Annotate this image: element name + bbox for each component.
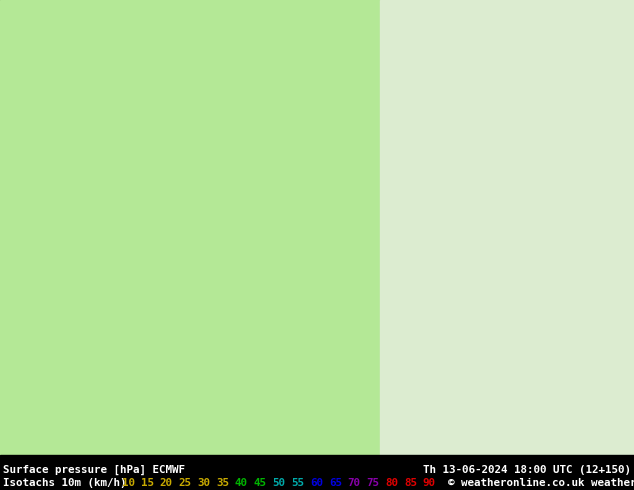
Text: Surface pressure [hPa] ECMWF: Surface pressure [hPa] ECMWF xyxy=(3,465,185,475)
Text: Isotachs 10m (km/h): Isotachs 10m (km/h) xyxy=(3,478,127,488)
Text: 80: 80 xyxy=(385,478,398,488)
Bar xyxy=(380,0,634,455)
Text: 30: 30 xyxy=(197,478,210,488)
Text: 50: 50 xyxy=(273,478,285,488)
Text: 65: 65 xyxy=(329,478,342,488)
Text: 85: 85 xyxy=(404,478,417,488)
Text: 45: 45 xyxy=(254,478,267,488)
Text: 60: 60 xyxy=(310,478,323,488)
Text: 55: 55 xyxy=(291,478,304,488)
Text: Th 13-06-2024 18:00 UTC (12+150): Th 13-06-2024 18:00 UTC (12+150) xyxy=(423,465,631,475)
Bar xyxy=(0,455,634,490)
Text: 35: 35 xyxy=(216,478,229,488)
Text: 75: 75 xyxy=(366,478,379,488)
Text: 10: 10 xyxy=(122,478,135,488)
Text: 90: 90 xyxy=(423,478,436,488)
Text: 25: 25 xyxy=(178,478,191,488)
Bar xyxy=(0,0,380,455)
Text: 20: 20 xyxy=(160,478,172,488)
Text: 40: 40 xyxy=(235,478,248,488)
Text: 70: 70 xyxy=(347,478,361,488)
Text: © weatheronline.co.uk weatheronline.co.uk: © weatheronline.co.uk weatheronline.co.u… xyxy=(448,478,634,488)
Text: 15: 15 xyxy=(141,478,154,488)
